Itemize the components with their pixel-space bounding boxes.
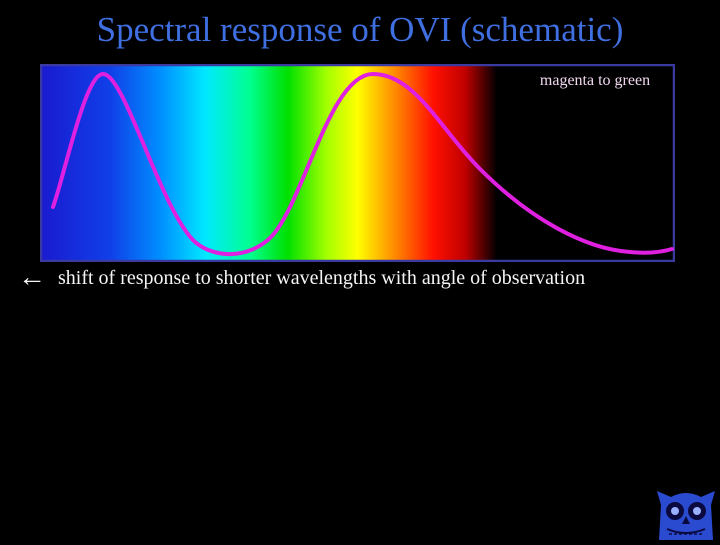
diagram-frame xyxy=(40,64,675,262)
caption-text: shift of response to shorter wavelengths… xyxy=(58,267,586,289)
left-arrow-icon: ← xyxy=(18,262,46,293)
response-curve xyxy=(51,71,674,256)
spectrum-band xyxy=(41,65,674,261)
owl-logo-icon xyxy=(655,487,717,545)
caption: ← shift of response to shorter wavelength… xyxy=(18,262,708,294)
spectral-diagram: magenta to green xyxy=(40,64,675,262)
spectrum-svg xyxy=(40,64,675,262)
slide-title: Spectral response of OVI (schematic) xyxy=(96,10,624,49)
corner-label: magenta to green xyxy=(539,72,651,89)
